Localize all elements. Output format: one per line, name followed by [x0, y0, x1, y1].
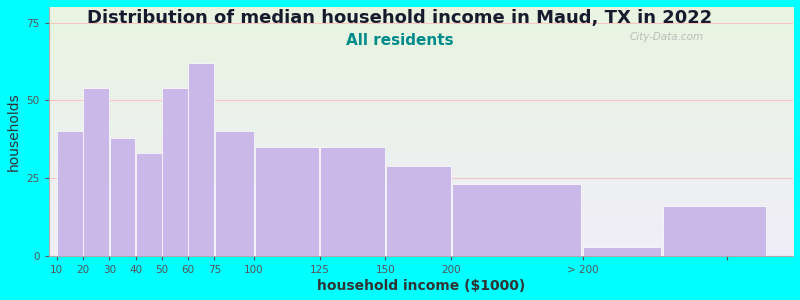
Bar: [583, 247, 661, 256]
Bar: [254, 147, 319, 256]
X-axis label: household income ($1000): household income ($1000): [317, 279, 525, 293]
Bar: [453, 184, 582, 256]
Bar: [136, 153, 162, 256]
Bar: [83, 88, 109, 256]
Bar: [320, 147, 385, 256]
Bar: [110, 138, 135, 256]
Bar: [662, 206, 766, 256]
Bar: [162, 88, 188, 256]
Bar: [189, 63, 214, 256]
Y-axis label: households: households: [7, 92, 21, 171]
Bar: [57, 131, 82, 256]
Text: Distribution of median household income in Maud, TX in 2022: Distribution of median household income …: [87, 9, 713, 27]
Text: City-Data.com: City-Data.com: [630, 32, 703, 42]
Bar: [215, 131, 254, 256]
Bar: [386, 166, 450, 256]
Text: All residents: All residents: [346, 33, 454, 48]
